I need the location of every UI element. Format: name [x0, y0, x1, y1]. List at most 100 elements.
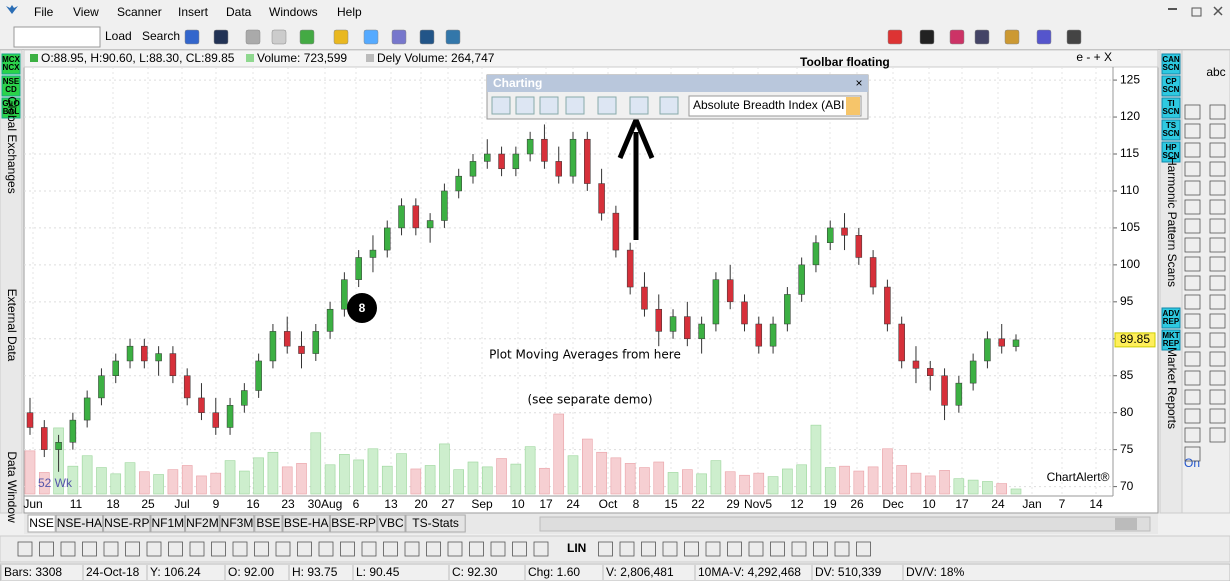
bottom-tool-icon[interactable] — [426, 541, 441, 557]
menu-item[interactable]: View — [73, 5, 99, 19]
bottom-tool-icon[interactable] — [727, 541, 742, 557]
report-button[interactable] — [1161, 307, 1181, 329]
bottom-tool-icon[interactable] — [17, 541, 33, 557]
tool-icon[interactable] — [1184, 427, 1201, 443]
bottom-tool-icon[interactable] — [82, 541, 97, 557]
scan-button[interactable] — [1161, 119, 1181, 141]
toolbar-icon[interactable] — [333, 29, 349, 45]
tool-icon[interactable] — [1184, 275, 1201, 291]
tab[interactable] — [103, 514, 151, 533]
dropdown-button[interactable] — [846, 97, 860, 115]
floating-toolbar-icon[interactable] — [629, 96, 649, 115]
menu-item[interactable]: Data — [226, 5, 252, 19]
bottom-tool-icon[interactable] — [254, 541, 269, 557]
tool-icon[interactable] — [1209, 237, 1226, 253]
panel-tab-label[interactable]: Data Window — [5, 451, 19, 523]
toolbar-icon[interactable] — [1004, 29, 1020, 45]
bottom-tool-icon[interactable] — [856, 541, 871, 557]
minimize[interactable] — [1168, 8, 1177, 10]
scan-button[interactable] — [1161, 53, 1181, 75]
tool-icon[interactable] — [1184, 123, 1201, 139]
scan-button[interactable] — [1161, 141, 1181, 163]
menu-item[interactable]: Insert — [178, 5, 209, 19]
bottom-tool-icon[interactable] — [490, 541, 506, 557]
bottom-tool-icon[interactable] — [641, 541, 656, 557]
tool-icon[interactable] — [1209, 256, 1226, 272]
bottom-tool-icon[interactable] — [813, 541, 828, 557]
bottom-tool-icon[interactable] — [211, 541, 226, 557]
floating-toolbar-close[interactable]: × — [855, 76, 862, 90]
tool-icon[interactable] — [1209, 313, 1226, 329]
indicator-dropdown[interactable] — [688, 95, 862, 117]
bottom-tool-icon[interactable] — [834, 541, 850, 557]
tab[interactable] — [219, 514, 255, 533]
tool-icon[interactable] — [1184, 142, 1201, 158]
tool-icon[interactable] — [1184, 199, 1201, 215]
bottom-tool-icon[interactable] — [125, 541, 140, 557]
floating-toolbar-icon[interactable] — [565, 96, 585, 115]
floating-toolbar-icon[interactable] — [597, 96, 617, 115]
tool-label[interactable]: On — [1184, 456, 1200, 470]
line-style[interactable]: LIN — [567, 541, 586, 555]
bottom-tool-icon[interactable] — [684, 541, 699, 557]
tab[interactable] — [329, 514, 378, 533]
tool-icon[interactable] — [1209, 180, 1226, 196]
bottom-tool-icon[interactable] — [469, 541, 484, 557]
toolbar-icon[interactable] — [299, 29, 315, 45]
bottom-tool-icon[interactable] — [103, 541, 119, 557]
tool-icon[interactable] — [1184, 294, 1201, 310]
bottom-tool-icon[interactable] — [60, 541, 76, 557]
bottom-tool-icon[interactable] — [383, 541, 398, 557]
bottom-tool-icon[interactable] — [39, 541, 54, 557]
tool-icon[interactable] — [1184, 237, 1201, 253]
panel-tab-label[interactable]: External Data — [5, 289, 19, 362]
tool-icon[interactable] — [1209, 427, 1226, 443]
tab[interactable] — [185, 514, 220, 533]
scrollbar[interactable] — [539, 516, 1151, 532]
tool-icon[interactable] — [1184, 446, 1201, 462]
tool-icon[interactable] — [1209, 161, 1226, 177]
tool-icon[interactable] — [1184, 313, 1201, 329]
tab[interactable] — [377, 514, 406, 533]
report-button[interactable] — [1161, 329, 1181, 351]
tool-icon[interactable] — [1209, 408, 1226, 424]
bottom-tool-icon[interactable] — [705, 541, 721, 557]
menu-item[interactable]: Help — [337, 5, 362, 19]
bottom-tool-icon[interactable] — [189, 541, 205, 557]
toolbar-icon[interactable] — [245, 29, 261, 45]
panel-tab-label[interactable]: Global Exchanges — [5, 96, 19, 193]
scan-button[interactable] — [1161, 97, 1181, 119]
floating-toolbar-icon[interactable] — [539, 96, 559, 115]
bottom-tool-icon[interactable] — [512, 541, 527, 557]
tool-icon[interactable] — [1184, 256, 1201, 272]
pane-controls[interactable]: e - + X — [1076, 50, 1112, 64]
menu-item[interactable]: Scanner — [117, 5, 162, 19]
bottom-tool-icon[interactable] — [748, 541, 764, 557]
tool-icon[interactable] — [1184, 370, 1201, 386]
bottom-tool-icon[interactable] — [318, 541, 334, 557]
symbol-input[interactable] — [13, 26, 101, 48]
scan-button[interactable] — [1161, 75, 1181, 97]
tool-icon[interactable] — [1209, 370, 1226, 386]
load-button[interactable]: Load — [105, 29, 132, 43]
toolbar-icon[interactable] — [1066, 29, 1082, 45]
exchange-button[interactable] — [1, 97, 21, 119]
bottom-tool-icon[interactable] — [361, 541, 377, 557]
tool-label[interactable]: abc — [1206, 65, 1225, 79]
tool-icon[interactable] — [1209, 199, 1226, 215]
panel-tab-label[interactable]: Market Reports — [1165, 347, 1179, 429]
bottom-tool-icon[interactable] — [447, 541, 463, 557]
tool-icon[interactable] — [1209, 294, 1226, 310]
toolbar-icon[interactable] — [445, 29, 461, 45]
exchange-button[interactable] — [1, 75, 21, 97]
bottom-tool-icon[interactable] — [662, 541, 678, 557]
bottom-tool-icon[interactable] — [619, 541, 635, 557]
bottom-tool-icon[interactable] — [770, 541, 785, 557]
bottom-tool-icon[interactable] — [340, 541, 355, 557]
bottom-tool-icon[interactable] — [598, 541, 613, 557]
floating-toolbar-icon[interactable] — [491, 96, 511, 115]
tool-icon[interactable] — [1184, 161, 1201, 177]
toolbar-icon[interactable] — [887, 29, 903, 45]
bottom-tool-icon[interactable] — [275, 541, 291, 557]
toolbar-icon[interactable] — [949, 29, 965, 45]
